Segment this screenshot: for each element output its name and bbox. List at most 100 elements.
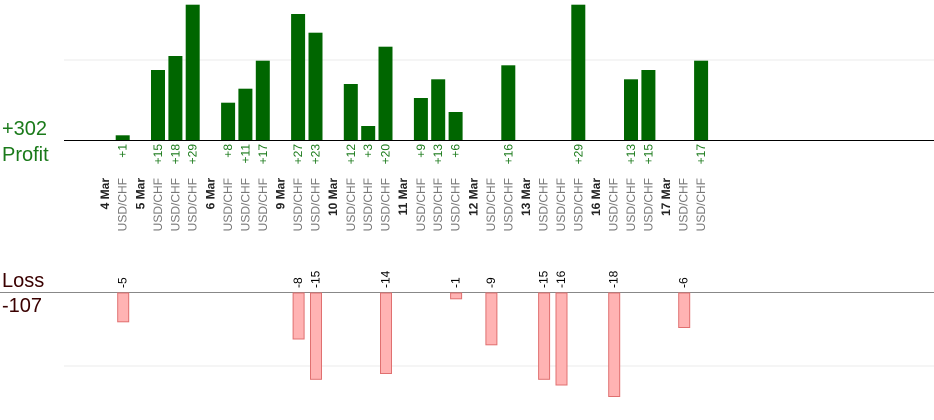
loss-value-label: -14 xyxy=(379,270,393,288)
pair-label: USD/CHF xyxy=(309,178,323,231)
profit-bar xyxy=(431,79,446,140)
profit-bar xyxy=(361,126,376,140)
loss-bar xyxy=(608,292,621,397)
profit-value-label: +17 xyxy=(256,144,270,165)
profit-bar xyxy=(694,60,709,141)
profit-bar xyxy=(413,98,428,140)
profit-value-label: +16 xyxy=(501,144,515,165)
profit-bar xyxy=(343,84,358,140)
loss-bar xyxy=(292,292,305,340)
profit-bar xyxy=(291,14,306,140)
loss-bar xyxy=(450,292,463,300)
pair-label: USD/CHF xyxy=(537,178,551,231)
profit-value-label: +29 xyxy=(571,144,585,165)
loss-bar xyxy=(555,292,568,386)
date-label: 5 Mar xyxy=(133,178,147,210)
date-label: 6 Mar xyxy=(203,178,217,210)
date-label: 11 Mar xyxy=(396,178,410,216)
profit-bar xyxy=(238,88,253,140)
date-label: 4 Mar xyxy=(98,178,112,210)
pair-label: USD/CHF xyxy=(677,178,691,231)
profit-value-label: +13 xyxy=(431,144,445,165)
loss-bar xyxy=(678,292,691,328)
loss-value-label: -16 xyxy=(554,270,568,288)
profit-value-label: +15 xyxy=(641,144,655,165)
pair-label: USD/CHF xyxy=(116,178,130,231)
profit-value-label: +29 xyxy=(186,144,200,165)
profit-bar xyxy=(501,65,516,140)
loss-bar xyxy=(485,292,498,346)
pair-label: USD/CHF xyxy=(501,178,515,231)
loss-value-label: -8 xyxy=(291,277,305,288)
profit-value-label: +17 xyxy=(694,144,708,165)
date-label: 16 Mar xyxy=(589,178,603,216)
profit-bar xyxy=(115,135,130,140)
pair-label: USD/CHF xyxy=(554,178,568,231)
profit-bar xyxy=(378,46,393,141)
loss-value-label: -1 xyxy=(449,277,463,288)
pair-label: USD/CHF xyxy=(431,178,445,231)
pair-label: USD/CHF xyxy=(151,178,165,231)
loss-bar xyxy=(117,292,130,323)
profit-bar xyxy=(624,79,638,140)
pair-label: USD/CHF xyxy=(624,178,638,231)
loss-total: -107 xyxy=(2,295,43,317)
profit-value-label: +3 xyxy=(361,144,375,158)
loss-value-label: -15 xyxy=(309,270,323,288)
profit-total: +302 xyxy=(2,118,48,140)
pair-label: USD/CHF xyxy=(256,178,270,231)
loss-value-label: -6 xyxy=(677,277,691,288)
profit-bar xyxy=(255,60,270,141)
profit-value-label: +11 xyxy=(238,144,252,164)
pair-label: USD/CHF xyxy=(414,178,428,231)
profit-value-label: +13 xyxy=(624,144,638,165)
pair-label: USD/CHF xyxy=(361,178,375,231)
pair-label: USD/CHF xyxy=(291,178,305,231)
loss-value-label: -18 xyxy=(607,270,621,288)
date-label: 9 Mar xyxy=(273,178,287,210)
loss-label: Loss xyxy=(2,270,45,292)
date-label: 10 Mar xyxy=(326,178,340,216)
profit-bar xyxy=(308,32,323,141)
loss-value-label: -15 xyxy=(537,270,551,288)
profit-bar xyxy=(185,4,200,141)
profit-value-label: +23 xyxy=(309,144,323,165)
pair-label: USD/CHF xyxy=(379,178,393,231)
pair-label: USD/CHF xyxy=(571,178,585,231)
profit-value-label: +27 xyxy=(291,144,305,165)
profit-value-label: +1 xyxy=(116,144,130,158)
pair-label: USD/CHF xyxy=(694,178,708,231)
pair-label: USD/CHF xyxy=(186,178,200,231)
profit-value-label: +6 xyxy=(449,144,463,158)
pair-label: USD/CHF xyxy=(344,178,358,231)
date-label: 17 Mar xyxy=(659,178,673,216)
profit-bar xyxy=(571,4,586,141)
profit-value-label: +15 xyxy=(151,144,165,165)
profit-value-label: +18 xyxy=(168,144,182,165)
loss-bar xyxy=(538,292,551,380)
profit-bar xyxy=(151,70,165,140)
profit-value-label: +20 xyxy=(379,144,393,165)
profit-bar xyxy=(641,70,656,140)
loss-bar xyxy=(380,292,392,374)
profit-value-label: +8 xyxy=(221,144,235,158)
profit-label: Profit xyxy=(2,144,49,166)
pair-label: USD/CHF xyxy=(168,178,182,231)
pair-label: USD/CHF xyxy=(221,178,235,231)
pair-label: USD/CHF xyxy=(484,178,498,231)
pair-label: USD/CHF xyxy=(641,178,655,231)
pair-label: USD/CHF xyxy=(238,178,252,231)
date-label: 13 Mar xyxy=(519,178,533,216)
loss-value-label: -9 xyxy=(484,277,498,288)
date-label: 12 Mar xyxy=(466,178,480,216)
pair-label: USD/CHF xyxy=(607,178,621,231)
loss-bar xyxy=(310,292,322,380)
profit-bar xyxy=(168,56,183,140)
pair-label: USD/CHF xyxy=(449,178,463,231)
profit-bar xyxy=(221,102,236,140)
profit-bar xyxy=(448,112,463,140)
profit-value-label: +9 xyxy=(414,144,428,158)
loss-value-label: -5 xyxy=(116,277,130,288)
profit-value-label: +12 xyxy=(344,144,358,165)
